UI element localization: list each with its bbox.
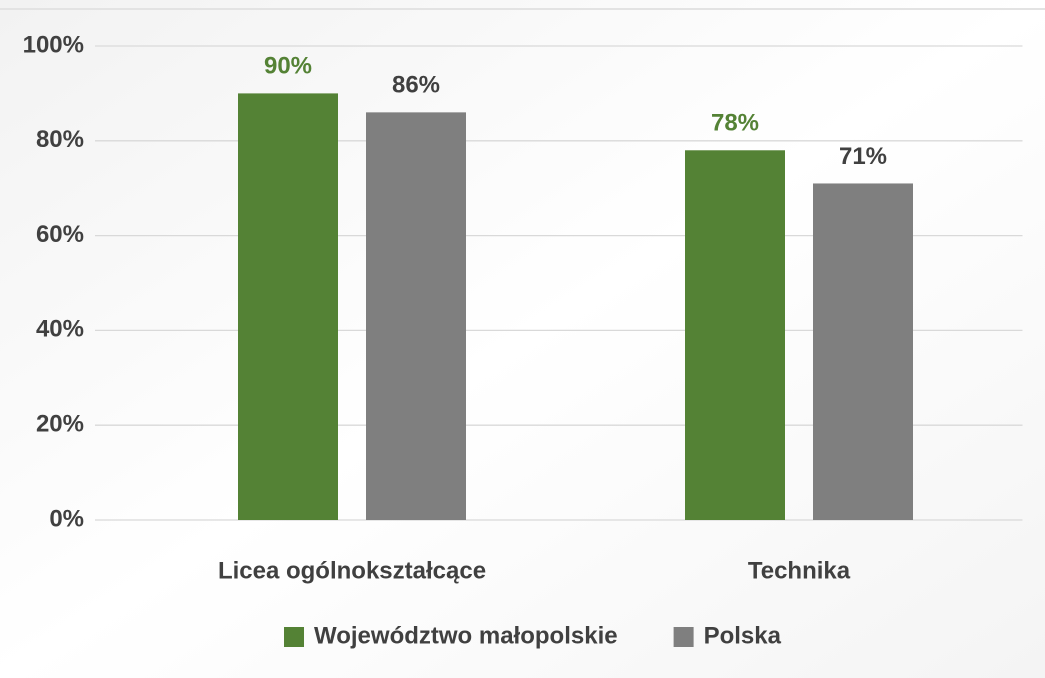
legend-swatch (284, 627, 305, 647)
bar (238, 93, 338, 521)
value-label: 90% (264, 53, 312, 80)
legend-label: Polska (704, 622, 782, 649)
bar (366, 112, 466, 521)
y-tick-label: 20% (36, 411, 84, 438)
y-tick-label: 40% (36, 316, 84, 343)
x-tick-label: Technika (748, 557, 851, 584)
value-label: 71% (839, 143, 887, 170)
y-tick-label: 0% (49, 505, 84, 532)
y-tick-label: 80% (36, 126, 84, 153)
legend-swatch (673, 627, 694, 647)
value-label: 78% (711, 110, 759, 137)
bar (813, 183, 913, 520)
y-tick-label: 100% (23, 31, 84, 58)
bar (685, 150, 785, 520)
y-tick-label: 60% (36, 221, 84, 248)
legend-label: Województwo małopolskie (314, 622, 618, 649)
value-label: 86% (392, 72, 440, 99)
x-tick-label: Licea ogólnokształcące (218, 557, 486, 584)
